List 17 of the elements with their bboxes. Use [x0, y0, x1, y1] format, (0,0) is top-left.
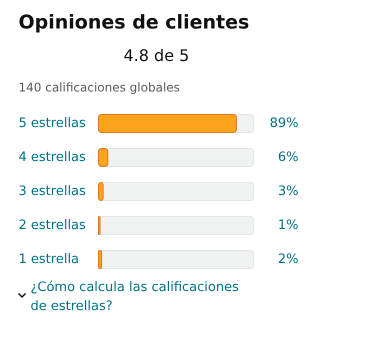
text: 4.8 de 5 [124, 46, 190, 65]
y-tick-label: 2 estrellas [18, 218, 86, 233]
y-tick-label: 1 estrella [18, 252, 80, 267]
chart-title: Opiniones de clientes [18, 12, 250, 34]
data-label: 3% [278, 184, 298, 199]
data-label: 1% [278, 218, 298, 233]
text: 140 calificaciones globales [18, 80, 180, 94]
y-tick-label: 3 estrellas [18, 184, 86, 199]
bar [98, 148, 108, 167]
data-label: 89% [270, 116, 299, 131]
text: ¿Cómo calcula las calificaciones de estrellas? [30, 280, 240, 314]
data-label: 2% [278, 252, 298, 267]
y-tick-label: 5 estrellas [18, 116, 86, 131]
bar [98, 182, 104, 201]
bar [98, 250, 102, 269]
y-tick-label: 4 estrellas [18, 150, 86, 165]
data-label: 6% [278, 150, 298, 165]
